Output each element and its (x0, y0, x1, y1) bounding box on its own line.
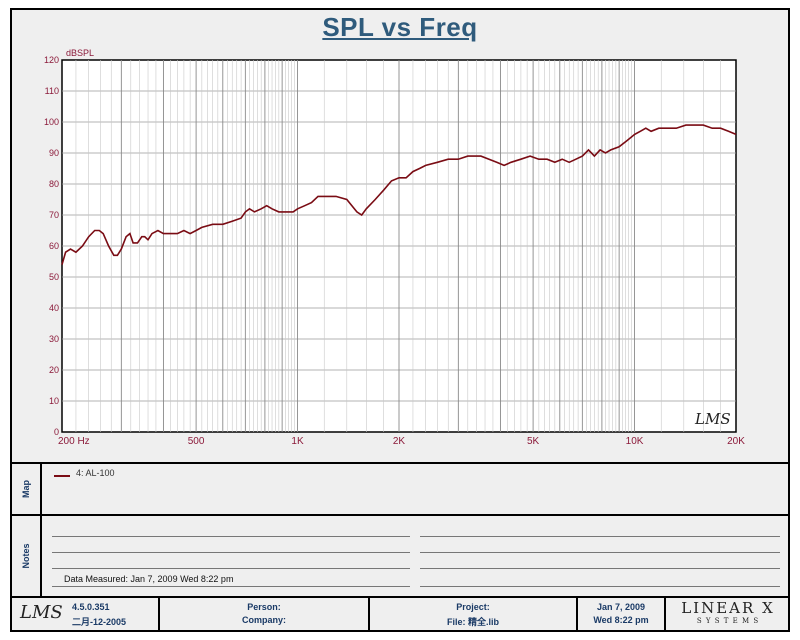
note-line (420, 586, 780, 587)
lms-logo: LMS (20, 602, 63, 623)
note-line (420, 568, 780, 569)
y-tick-label: 120 (44, 55, 59, 65)
y-tick-label: 80 (49, 179, 59, 189)
legend-entry: 4: AL-100 (76, 468, 115, 478)
chart-title: SPL vs Freq (322, 12, 478, 42)
measure-date: Jan 7, 2009 (596, 602, 646, 612)
map-label: Map (21, 480, 31, 498)
y-tick-label: 70 (49, 210, 59, 220)
note-line (420, 552, 780, 553)
y-tick-label: 110 (45, 86, 59, 96)
footer-project-cell: Project: File: 精全.lib (370, 598, 578, 630)
series-line-al-100 (61, 124, 737, 265)
x-tick-label: 5K (527, 436, 540, 447)
note-line (52, 568, 410, 569)
x-tick-label: 200 Hz (58, 436, 90, 447)
y-tick-label: 10 (49, 396, 59, 406)
notes-side-label: Notes (12, 516, 42, 596)
x-tick-label: 10K (626, 436, 644, 447)
y-axis-ticks: 0 10 20 30 40 50 60 70 80 90 100 110 120 (44, 55, 59, 437)
y-tick-label: 30 (49, 334, 59, 344)
spl-chart: 0 10 20 30 40 50 60 70 80 90 100 110 120 200 Hz 500 1K… (44, 48, 745, 447)
y-tick-label: 40 (49, 303, 59, 313)
data-measured: Data Measured: Jan 7, 2009 Wed 8:22 pm (64, 574, 234, 584)
company-label: Company: (241, 615, 286, 625)
person-label: Person: (247, 602, 281, 612)
note-line (52, 536, 410, 537)
linearx-subtitle: S Y S T E M S (696, 617, 760, 625)
note-line (52, 586, 410, 587)
lms-watermark: LMS (694, 410, 731, 428)
linearx-logo: LINEAR X (681, 599, 775, 617)
y-tick-label: 20 (49, 365, 59, 375)
y-tick-label: 90 (49, 148, 59, 158)
file-label: File: 精全.lib (446, 617, 499, 627)
x-tick-label: 20K (727, 436, 745, 447)
x-axis-ticks: 200 Hz 500 1K 2K 5K 10K 20K (58, 436, 745, 447)
note-line (420, 536, 780, 537)
project-label: Project: (456, 602, 490, 612)
x-tick-label: 2K (393, 436, 406, 447)
grid (62, 60, 736, 432)
y-tick-label: 60 (49, 241, 59, 251)
footer-version-cell: LMS 4.5.0.351 二月-12-2005 (12, 598, 160, 630)
x-tick-label: 1K (291, 436, 304, 447)
footer: LMS 4.5.0.351 二月-12-2005 Person: Company… (12, 596, 788, 630)
map-section: Map 4: AL-100 (12, 462, 788, 514)
footer-person-cell: Person: Company: (160, 598, 370, 630)
notes-section: Notes Data Measured: Jan 7, 2009 Wed 8:2… (12, 514, 788, 596)
notes-label: Notes (21, 543, 31, 569)
y-tick-label: 0 (54, 427, 59, 437)
x-tick-label: 500 (188, 436, 205, 447)
y-tick-label: 50 (49, 272, 59, 282)
build-date: 二月-12-2005 (72, 617, 127, 627)
footer-date-cell: Jan 7, 2009 Wed 8:22 pm (578, 598, 666, 630)
legend-swatch (54, 475, 70, 477)
y-axis-label: dBSPL (66, 48, 94, 58)
measure-time: Wed 8:22 pm (593, 615, 649, 625)
version: 4.5.0.351 (72, 602, 110, 612)
y-tick-label: 100 (44, 117, 59, 127)
note-line (52, 552, 410, 553)
map-side-label: Map (12, 464, 42, 514)
